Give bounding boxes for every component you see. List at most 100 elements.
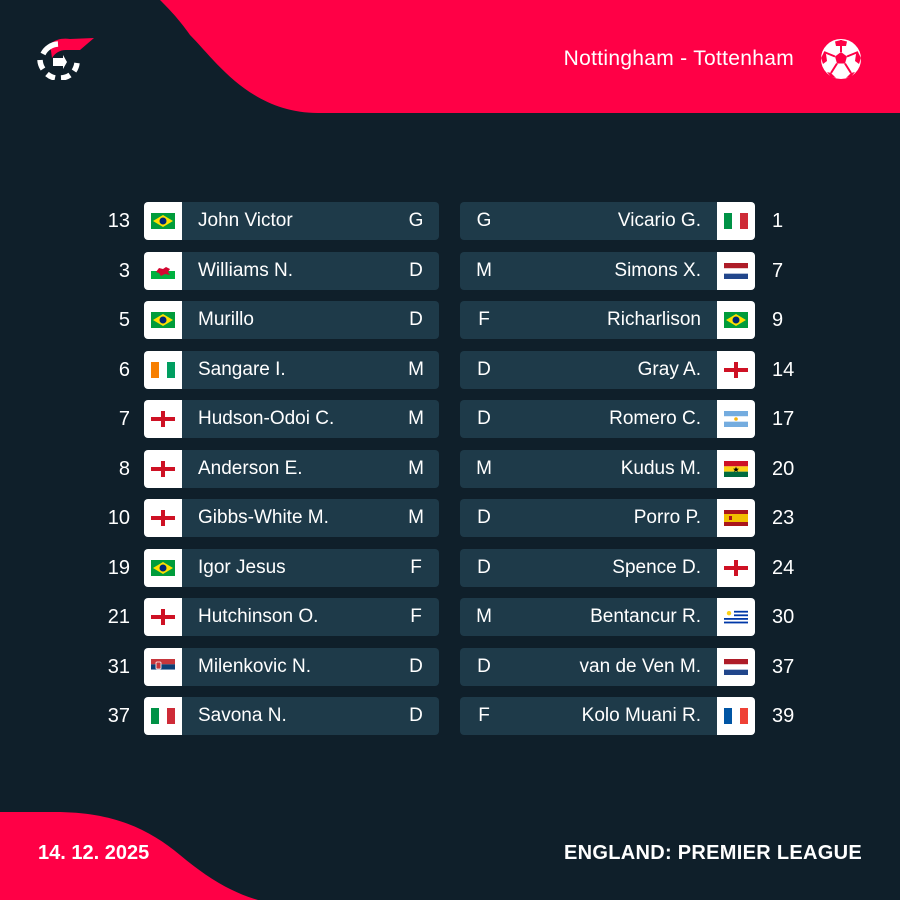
home-player-name: Anderson E. [198, 457, 303, 479]
away-player-number: 9 [772, 309, 784, 331]
home-player-flag [144, 499, 182, 537]
away-player-number: 20 [772, 457, 795, 480]
away-player-card[interactable]: G Vicario G. [460, 202, 755, 240]
away-player-flag [717, 449, 755, 488]
flag-ivory-coast-icon [151, 361, 175, 378]
home-player-name: Murillo [198, 309, 254, 330]
home-player-name: Hudson-Odoi C. [198, 408, 335, 429]
away-player-card[interactable]: M Bentancur R. [460, 598, 755, 636]
home-player-number: 10 [107, 507, 130, 529]
away-player-name: Vicario G. [617, 210, 701, 231]
home-player-name: Hutchinson O. [198, 606, 319, 627]
home-player-position: F [410, 556, 422, 578]
away-player-flag [717, 400, 755, 438]
lineups: 13 John Victor G G Vicario G. 1 3 Williams N. D M… [0, 202, 900, 747]
home-player-position: D [409, 655, 423, 677]
home-player-position: M [408, 408, 424, 429]
away-player-name: Bentancur R. [590, 606, 701, 627]
home-player-number: 7 [118, 408, 130, 430]
home-player-number: 21 [107, 606, 130, 628]
home-player-name: Milenkovic N. [198, 655, 311, 677]
away-player-flag [717, 202, 755, 240]
away-player-position: F [478, 705, 490, 726]
home-player-flag [144, 598, 182, 636]
away-player-card[interactable]: D Porro P. [460, 499, 755, 537]
away-player-position: D [477, 408, 491, 429]
flag-brazil-icon [151, 559, 175, 576]
home-player-card[interactable]: John Victor G [144, 202, 439, 240]
football-icon [819, 37, 863, 81]
away-player-number: 39 [772, 705, 795, 727]
home-player-card[interactable]: Murillo D [144, 301, 439, 339]
away-player-number: 23 [772, 507, 795, 529]
flag-france-icon [724, 708, 748, 724]
home-player-card[interactable]: Williams N. D [144, 251, 439, 290]
away-player-card[interactable]: D Romero C. [460, 400, 755, 438]
away-player-name: Richarlison [607, 309, 701, 330]
flag-netherlands-icon [724, 658, 748, 675]
home-player-position: M [408, 457, 424, 479]
lineup-row: 7 Hudson-Odoi C. M D Romero C. 17 [0, 400, 900, 438]
home-player-card[interactable]: Milenkovic N. D [144, 647, 439, 686]
away-player-flag [717, 598, 755, 636]
match-title: Nottingham - Tottenham [563, 47, 794, 70]
home-player-position: D [409, 259, 423, 281]
away-player-number: 1 [772, 210, 784, 232]
away-player-card[interactable]: M Simons X. [460, 251, 755, 290]
away-player-card[interactable]: D Gray A. [460, 350, 755, 389]
flag-england-icon [151, 411, 175, 427]
home-player-name: Gibbs-White M. [198, 507, 329, 528]
flag-brazil-icon [151, 213, 175, 229]
home-player-number: 13 [107, 210, 130, 232]
lineup-row: 37 Savona N. D F Kolo Muani R. 39 [0, 697, 900, 735]
away-player-position: F [478, 309, 490, 330]
away-player-number: 14 [772, 358, 795, 381]
home-player-flag [144, 647, 182, 686]
home-player-number: 6 [118, 358, 130, 381]
home-player-card[interactable]: Hutchinson O. F [144, 598, 439, 636]
away-player-name: Kudus M. [620, 457, 701, 479]
away-player-position: M [476, 259, 492, 281]
home-player-card[interactable]: Sangare I. M [144, 350, 439, 389]
home-player-position: M [408, 358, 424, 380]
away-player-position: G [476, 210, 492, 231]
home-player-number: 3 [118, 259, 130, 282]
away-player-position: D [477, 655, 491, 677]
away-player-name: Kolo Muani R. [581, 705, 701, 726]
away-player-card[interactable]: M Kudus M. [460, 449, 755, 488]
lineup-row: 13 John Victor G G Vicario G. 1 [0, 202, 900, 240]
flag-brazil-icon [724, 312, 748, 328]
home-player-flag [144, 301, 182, 339]
flag-england-icon [724, 559, 748, 576]
away-player-card[interactable]: F Kolo Muani R. [460, 697, 755, 735]
home-player-flag [144, 251, 182, 290]
away-player-number: 37 [772, 655, 795, 678]
home-player-position: D [409, 309, 423, 330]
header-accent-shape [160, 0, 900, 113]
home-player-card[interactable]: Anderson E. M [144, 449, 439, 488]
away-player-number: 7 [772, 259, 784, 282]
flag-england-icon [151, 460, 175, 477]
home-player-card[interactable]: Savona N. D [144, 697, 439, 735]
away-player-name: van de Ven M. [579, 655, 701, 677]
lineup-row: 10 Gibbs-White M. M D Porro P. 23 [0, 499, 900, 537]
home-player-card[interactable]: Igor Jesus F [144, 548, 439, 587]
flag-argentina-icon [724, 411, 748, 427]
lineup-row: 6 Sangare I. M D Gray A. 14 [0, 350, 900, 389]
away-player-flag [717, 301, 755, 339]
lineup-row: 19 Igor Jesus F D Spence D. 24 [0, 548, 900, 587]
away-player-number: 24 [772, 556, 795, 579]
home-player-position: M [408, 507, 424, 528]
home-player-number: 8 [118, 457, 130, 480]
flag-england-icon [724, 361, 748, 378]
away-player-card[interactable]: F Richarlison [460, 301, 755, 339]
home-player-flag [144, 400, 182, 438]
home-player-card[interactable]: Hudson-Odoi C. M [144, 400, 439, 438]
away-player-card[interactable]: D Spence D. [460, 548, 755, 587]
home-player-card[interactable]: Gibbs-White M. M [144, 499, 439, 537]
away-player-position: D [477, 358, 491, 380]
app-logo-icon [37, 38, 94, 80]
